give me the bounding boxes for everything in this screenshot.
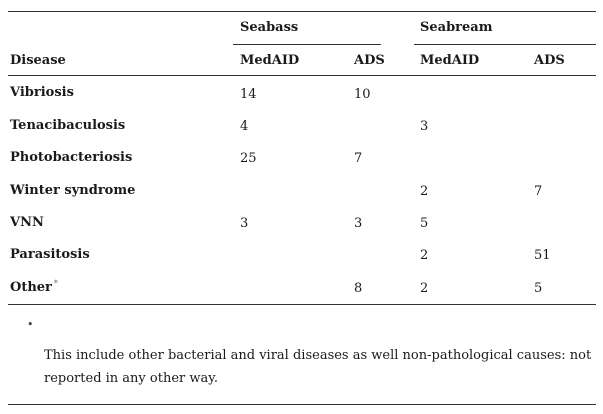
row-disease-label: VNN <box>10 215 44 230</box>
seabream-group-rule <box>414 44 596 45</box>
row-disease-label: Winter syndrome <box>10 183 136 198</box>
row-disease-label: Vibriosis <box>10 85 74 100</box>
cell-seabass-ads: 8 <box>354 281 363 296</box>
cell-seabass-medaid: 25 <box>240 151 257 166</box>
header-bottom-rule <box>8 75 596 76</box>
row-disease-label: Other * <box>10 278 58 296</box>
group-header-seabass: Seabass <box>240 20 299 35</box>
cell-seabream-medaid: 5 <box>420 216 429 231</box>
footnote-text: This include other bacterial and viral d… <box>44 348 592 386</box>
row-disease-label: Tenacibaculosis <box>10 118 126 133</box>
footnote-marker-link[interactable]: * <box>53 278 58 288</box>
cell-seabream-medaid: 2 <box>420 281 429 296</box>
cell-seabream-medaid: 3 <box>420 119 429 134</box>
cell-seabream-medaid: 2 <box>420 184 429 199</box>
cell-seabass-ads: 7 <box>354 151 363 166</box>
cell-seabass-medaid: 3 <box>240 216 249 231</box>
table-bottom-rule <box>8 304 596 305</box>
column-header-disease: Disease <box>10 53 66 68</box>
footnote-bullet: • <box>27 318 34 331</box>
row-disease-text: Other <box>10 280 52 295</box>
column-header-seabass-ads: ADS <box>354 53 385 68</box>
row-disease-label: Parasitosis <box>10 247 90 262</box>
cell-seabream-ads: 5 <box>534 281 543 296</box>
column-header-seabream-ads: ADS <box>534 53 565 68</box>
cell-seabass-medaid: 14 <box>240 87 257 102</box>
column-header-seabream-medaid: MedAID <box>420 53 480 68</box>
cell-seabass-ads: 3 <box>354 216 363 231</box>
row-disease-label: Photobacteriosis <box>10 150 133 165</box>
cell-seabass-medaid: 4 <box>240 119 249 134</box>
cell-seabream-medaid: 2 <box>420 248 429 263</box>
table-top-rule <box>8 11 596 12</box>
footnote-bottom-rule <box>8 404 596 405</box>
seabass-group-rule <box>233 44 381 45</box>
cell-seabream-ads: 7 <box>534 184 543 199</box>
group-header-seabream: Seabream <box>420 20 493 35</box>
cell-seabass-ads: 10 <box>354 87 371 102</box>
cell-seabream-ads: 51 <box>534 248 551 263</box>
column-header-seabass-medaid: MedAID <box>240 53 300 68</box>
